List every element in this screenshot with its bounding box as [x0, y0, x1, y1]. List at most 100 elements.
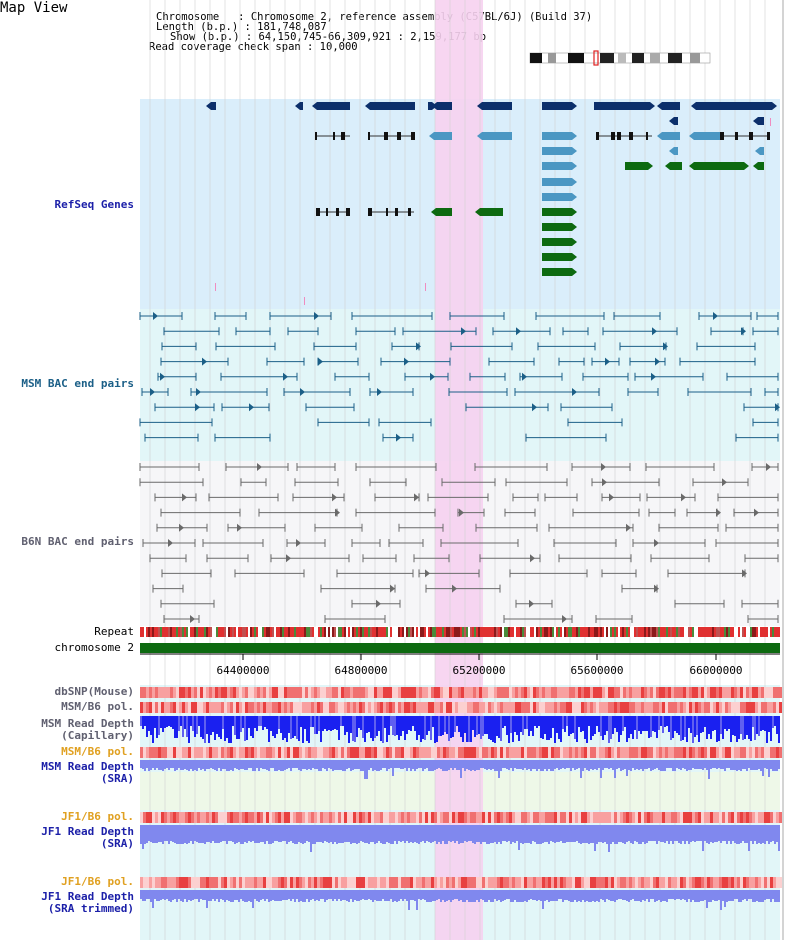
- bac-pair: [317, 357, 359, 366]
- gene-exons: [720, 132, 770, 140]
- bac-pair: [355, 463, 437, 471]
- bac-pair: [240, 478, 267, 487]
- bac-pair: [509, 569, 588, 578]
- bac-pair: [735, 433, 779, 442]
- label-jf1-b6-pol-2[interactable]: JF1/B6 pol.: [61, 875, 134, 888]
- gene: [625, 162, 653, 170]
- bac-pair: [154, 403, 215, 412]
- bac-pair: [537, 342, 596, 351]
- label-jf1-b6-pol[interactable]: JF1/B6 pol.: [61, 810, 134, 823]
- bac-pair: [378, 418, 432, 427]
- gene: [312, 102, 350, 110]
- marker: [304, 297, 305, 305]
- bac-pair: [488, 357, 535, 366]
- info-chromosome: Chromosome : Chromosome 2, reference ass…: [156, 11, 593, 23]
- bac-pair: [595, 615, 633, 623]
- bac-pair: [287, 327, 319, 336]
- bac-pair: [474, 463, 548, 471]
- bac-pair: [398, 523, 444, 532]
- gene: [477, 132, 512, 140]
- bac-pair: [334, 372, 370, 381]
- bac-pair: [602, 327, 678, 336]
- label-jf1-depth-trim-1[interactable]: JF1 Read Depth: [41, 890, 134, 903]
- marker: [425, 283, 426, 291]
- bac-pair: [149, 554, 187, 563]
- bac-pair: [650, 554, 710, 563]
- bac-pair: [756, 312, 779, 320]
- bac-pair: [313, 342, 357, 351]
- bac-pair: [505, 478, 568, 487]
- bac-pair: [572, 508, 640, 517]
- axis-tick-label: 64800000: [335, 664, 388, 677]
- gene: [720, 162, 749, 170]
- bac-pair: [336, 569, 414, 578]
- gene: [669, 147, 678, 155]
- repeat-track: [140, 627, 780, 637]
- bac-pair: [465, 403, 549, 412]
- label-msm-depth-cap-2: (Capillary): [61, 729, 134, 742]
- bac-pair: [752, 327, 779, 336]
- bac-pair: [514, 388, 600, 396]
- bac-pair: [544, 493, 578, 502]
- bac-pair: [206, 554, 249, 563]
- bac-pair: [425, 584, 501, 593]
- label-dbsnp[interactable]: dbSNP(Mouse): [54, 685, 134, 698]
- bac-pair: [235, 327, 271, 336]
- bac-pair: [418, 569, 480, 578]
- gene: [431, 208, 452, 216]
- msm-b6-pol-track-2: [140, 747, 782, 758]
- label-jf1-depth-sra-2: (SRA): [100, 837, 134, 850]
- bac-pair: [215, 342, 276, 351]
- gene: [475, 208, 503, 216]
- bac-pair: [632, 539, 706, 547]
- bac-pair: [679, 357, 756, 366]
- bac-pair: [227, 523, 286, 532]
- page-title: Map View: [0, 0, 68, 16]
- gene: [429, 132, 452, 140]
- label-msm-b6-pol-2[interactable]: MSM/B6 pol.: [61, 745, 134, 758]
- gene: [206, 102, 216, 110]
- bac-pair: [601, 569, 637, 578]
- gene: [755, 147, 764, 155]
- bac-pair: [525, 433, 607, 442]
- bac-pair: [402, 327, 477, 336]
- label-msm-b6-pol[interactable]: MSM/B6 pol.: [61, 700, 134, 713]
- bac-pair: [674, 599, 725, 608]
- bac-pair: [139, 478, 204, 487]
- b6n-bac-pairs: [139, 463, 779, 623]
- bac-pair: [764, 388, 779, 396]
- bac-pair: [567, 418, 623, 427]
- gene: [542, 223, 577, 231]
- label-msm-depth-sra-1[interactable]: MSM Read Depth: [41, 760, 134, 773]
- jf1-depth-sra-track: [140, 825, 780, 852]
- label-refseq-genes[interactable]: RefSeq Genes: [54, 198, 134, 211]
- label-repeat: Repeat: [94, 625, 134, 638]
- gene-exons: [596, 132, 652, 140]
- label-msm-bac[interactable]: MSM BAC end pairs: [21, 377, 134, 390]
- bac-pair: [450, 342, 513, 351]
- jf1-b6-pol-track-2: [140, 877, 782, 888]
- gene: [691, 102, 720, 110]
- bac-pair: [221, 403, 270, 412]
- gene: [665, 162, 682, 170]
- bac-pair: [725, 523, 779, 532]
- bac-pair: [163, 615, 200, 623]
- bac-pair: [292, 493, 345, 502]
- position-axis: 64400000 64800000 65200000 65600000 66000000: [140, 653, 780, 677]
- bac-pair: [351, 599, 401, 608]
- bac-pair: [355, 327, 396, 336]
- bac-pair: [144, 433, 199, 442]
- bac-pair: [161, 569, 212, 578]
- gene-exons: [368, 208, 414, 216]
- label-msm-depth-cap-1[interactable]: MSM Read Depth: [41, 717, 134, 730]
- gene: [542, 178, 577, 186]
- bac-pair: [317, 418, 370, 427]
- bac-pair: [519, 372, 563, 381]
- label-b6n-bac[interactable]: B6N BAC end pairs: [21, 535, 134, 548]
- highlight-region: [435, 0, 483, 940]
- label-jf1-depth-sra-1[interactable]: JF1 Read Depth: [41, 825, 134, 838]
- gene: [689, 132, 720, 140]
- bac-pair: [752, 418, 779, 427]
- dbsnp-track: [140, 687, 782, 698]
